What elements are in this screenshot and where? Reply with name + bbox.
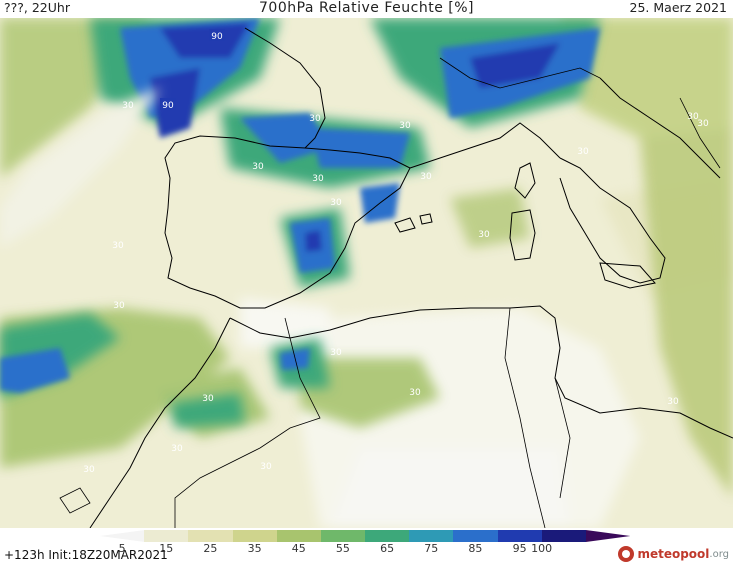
run-time-label: ???, 22Uhr — [4, 0, 70, 15]
color-scale-segment — [409, 530, 454, 542]
humidity-map: 90 90 30 30 30 30 30 30 30 30 30 30 30 3… — [0, 18, 733, 528]
svg-text:90: 90 — [162, 101, 174, 111]
contour-label-30: 30 — [697, 119, 709, 129]
contour-label-30: 30 — [252, 162, 264, 172]
svg-text:30: 30 — [687, 112, 699, 122]
meteopool-logo: meteopool .org — [618, 546, 729, 562]
svg-text:30: 30 — [697, 119, 709, 129]
color-scale-segment — [276, 530, 322, 542]
contour-label-30: 30 — [577, 147, 589, 157]
svg-text:30: 30 — [260, 462, 272, 472]
color-scale-tick-label: 25 — [203, 542, 218, 555]
color-scale-tick-label: 100 — [531, 542, 553, 555]
contour-label-90: 90 — [160, 98, 176, 111]
svg-text:30: 30 — [409, 388, 421, 398]
color-scale-segment — [453, 530, 498, 542]
contour-label-30: 30 — [309, 114, 321, 124]
svg-text:90: 90 — [211, 32, 223, 42]
color-scale-segment — [320, 530, 366, 542]
color-scale-segment — [232, 530, 278, 542]
contour-label-30: 30 — [202, 394, 214, 404]
svg-text:30: 30 — [420, 172, 432, 182]
svg-text:30: 30 — [171, 444, 183, 454]
humidity-field — [0, 18, 733, 528]
contour-label-30: 30 — [478, 230, 490, 240]
svg-text:30: 30 — [330, 198, 342, 208]
contour-label-30: 30 — [687, 112, 699, 122]
color-scale-segment — [188, 530, 233, 542]
svg-text:30: 30 — [399, 121, 411, 131]
contour-label-30: 30 — [260, 462, 272, 472]
color-scale-tick-label: 5 — [118, 542, 126, 555]
contour-labels: 90 90 30 30 30 30 30 30 30 30 30 30 30 3… — [83, 29, 709, 475]
logo-icon — [618, 546, 635, 562]
color-scale-tick-label: 15 — [159, 542, 174, 555]
init-time-label: +123h Init:18Z20MAR2021 — [4, 548, 168, 562]
color-scale-segment — [585, 530, 631, 542]
svg-text:30: 30 — [667, 397, 679, 407]
color-scale-tick-label: 45 — [291, 542, 306, 555]
color-scale-segment — [365, 530, 410, 542]
svg-text:30: 30 — [309, 114, 321, 124]
map-title: 700hPa Relative Feuchte [%] — [259, 0, 474, 16]
svg-text:30: 30 — [312, 174, 324, 184]
svg-text:30: 30 — [330, 348, 342, 358]
color-scale-tick-label: 75 — [424, 542, 439, 555]
color-scale-segment — [100, 530, 145, 542]
color-scale-tick-label: 85 — [468, 542, 483, 555]
contour-label-30: 30 — [112, 241, 124, 251]
contour-label-30: 30 — [312, 174, 324, 184]
color-scale-tick-label: 35 — [247, 542, 262, 555]
color-scale-tick-label: 55 — [335, 542, 350, 555]
svg-text:30: 30 — [577, 147, 589, 157]
contour-label-30: 30 — [113, 301, 125, 311]
svg-text:30: 30 — [122, 101, 134, 111]
color-scale-segment — [497, 530, 543, 542]
contour-label-30: 30 — [420, 172, 432, 182]
color-scale-tick-label: 95 — [512, 542, 527, 555]
borders — [59, 57, 721, 528]
svg-text:30: 30 — [252, 162, 264, 172]
color-scale-bar — [100, 530, 631, 542]
coastlines — [89, 27, 733, 528]
contour-label-90: 90 — [209, 29, 225, 42]
color-scale-segment — [144, 530, 189, 542]
contour-label-30: 30 — [667, 397, 679, 407]
svg-text:30: 30 — [113, 301, 125, 311]
contour-label-30: 30 — [399, 121, 411, 131]
color-scale-segment — [541, 530, 587, 542]
valid-date-label: 25. Maerz 2021 — [629, 0, 727, 15]
contour-label-30: 30 — [330, 348, 342, 358]
contour-label-30: 30 — [409, 388, 421, 398]
contour-label-30: 30 — [83, 465, 95, 475]
svg-text:30: 30 — [83, 465, 95, 475]
svg-text:30: 30 — [112, 241, 124, 251]
contour-label-30: 30 — [171, 444, 183, 454]
svg-text:30: 30 — [478, 230, 490, 240]
contour-label-30: 30 — [330, 198, 342, 208]
svg-text:30: 30 — [202, 394, 214, 404]
logo-text: meteopool — [637, 547, 710, 561]
contour-label-30: 30 — [122, 101, 134, 111]
logo-tld: .org — [709, 548, 729, 560]
color-scale-tick-label: 65 — [380, 542, 395, 555]
